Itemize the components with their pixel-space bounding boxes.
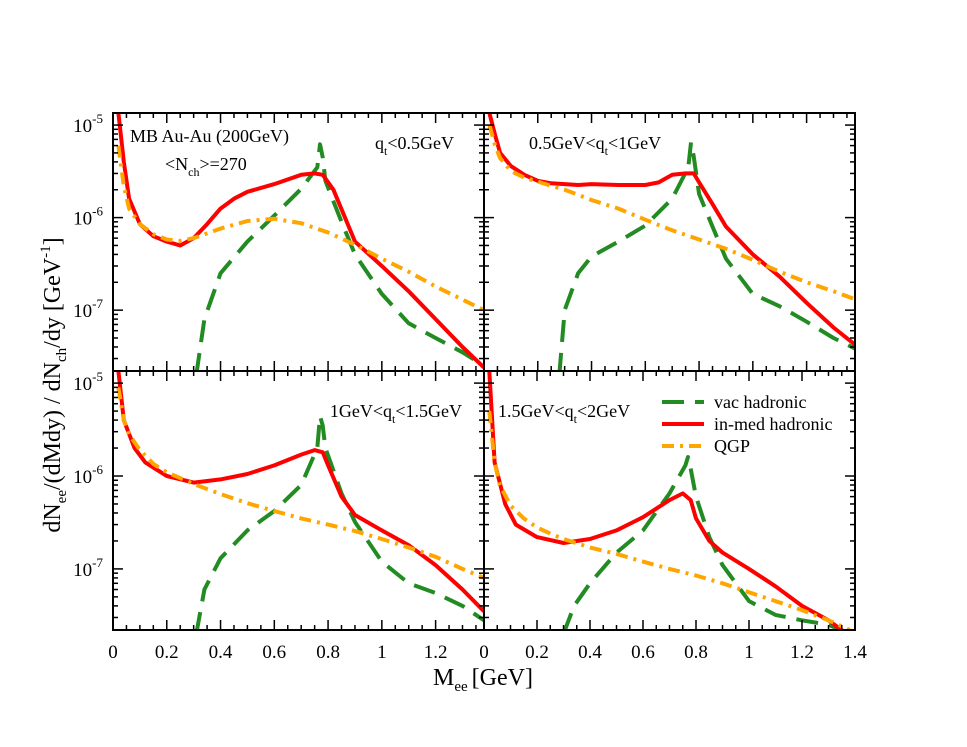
series-line-in-med-hadronic bbox=[487, 113, 855, 348]
x-tick-label: 0.6 bbox=[631, 642, 655, 663]
panel-label: qt<0.5GeV bbox=[375, 133, 454, 158]
x-tick-label: 0 bbox=[479, 642, 489, 663]
series-line-QGP bbox=[487, 124, 855, 302]
panel-br: 0 0.2 0.4 0.6 0.8 1 1.2 1.4 1.5GeV<qt<2GeV vac ha… bbox=[479, 370, 867, 663]
x-tick-label: 0.2 bbox=[525, 642, 549, 663]
series-line-QGP bbox=[116, 387, 484, 580]
series-line-vac-hadronic bbox=[194, 142, 484, 371]
x-tick-label: 0.4 bbox=[578, 642, 602, 663]
series-line-vac-hadronic bbox=[562, 455, 846, 630]
x-tick-label: 0.8 bbox=[316, 642, 340, 663]
x-tick-label: 0 bbox=[108, 642, 118, 663]
panel-tl: 10-5 10-6 10-7 qt<0.5GeV MB Au-Au (200GeV) <N… bbox=[73, 111, 485, 372]
panel-label: 0.5GeV<qt<1GeV bbox=[529, 133, 661, 158]
x-tick-label: 0.4 bbox=[209, 642, 233, 663]
legend-label: QGP bbox=[714, 436, 750, 456]
series-line-QGP bbox=[116, 145, 484, 312]
series-line-in-med-hadronic bbox=[116, 113, 484, 369]
series-line-vac-hadronic bbox=[194, 414, 484, 630]
panel-bl: 10-5 10-6 10-7 0 0.2 0.4 0.6 0.8 1 1.2 1GeV<qt<1.5… bbox=[73, 369, 485, 663]
series-line-QGP bbox=[487, 410, 851, 630]
panel-tr: 0.5GeV<qt<1GeV bbox=[483, 112, 856, 372]
series-group bbox=[116, 113, 484, 371]
series-group bbox=[487, 113, 855, 371]
y-tick-label: 10-6 bbox=[73, 204, 103, 230]
panel-label: 1GeV<qt<1.5GeV bbox=[330, 401, 462, 426]
x-tick-label: 1 bbox=[377, 642, 387, 663]
panel-label: 1.5GeV<qt<2GeV bbox=[498, 401, 630, 426]
x-tick-label: 1.2 bbox=[424, 642, 448, 663]
x-tick-label: 1.4 bbox=[843, 642, 867, 663]
series-group bbox=[116, 371, 484, 630]
y-tick-label: 10-6 bbox=[73, 462, 103, 488]
multiplicity-label: <Nch>=270 bbox=[165, 154, 247, 179]
x-tick-label: 1.2 bbox=[790, 642, 814, 663]
legend-label: in-med hadronic bbox=[714, 414, 832, 434]
x-tick-label: 1 bbox=[744, 642, 754, 663]
series-group bbox=[487, 371, 851, 630]
y-tick-label: 10-7 bbox=[73, 555, 103, 581]
y-tick-label: 10-5 bbox=[73, 111, 103, 137]
legend-label: vac hadronic bbox=[714, 392, 806, 412]
panels-group: 10-5 10-6 10-7 qt<0.5GeV MB Au-Au (200GeV) <N… bbox=[73, 111, 867, 663]
x-tick-label: 0.6 bbox=[262, 642, 286, 663]
y-tick-label: 10-5 bbox=[73, 369, 103, 395]
x-tick-label: 0.2 bbox=[155, 642, 179, 663]
series-line-in-med-hadronic bbox=[116, 371, 484, 613]
y-axis-label: dNee/(dMdy) / dNch/dy [GeV-1] bbox=[38, 237, 70, 532]
x-axis-label: Mee [GeV] bbox=[433, 665, 533, 695]
series-line-in-med-hadronic bbox=[487, 371, 846, 630]
x-tick-label: 0.8 bbox=[684, 642, 708, 663]
collision-system-label: MB Au-Au (200GeV) bbox=[130, 126, 289, 147]
series-line-vac-hadronic bbox=[557, 140, 855, 371]
axis-labels: Mee [GeV] dNee/(dMdy) / dNch/dy [GeV-1] bbox=[38, 237, 533, 695]
y-tick-label: 10-7 bbox=[73, 296, 103, 322]
